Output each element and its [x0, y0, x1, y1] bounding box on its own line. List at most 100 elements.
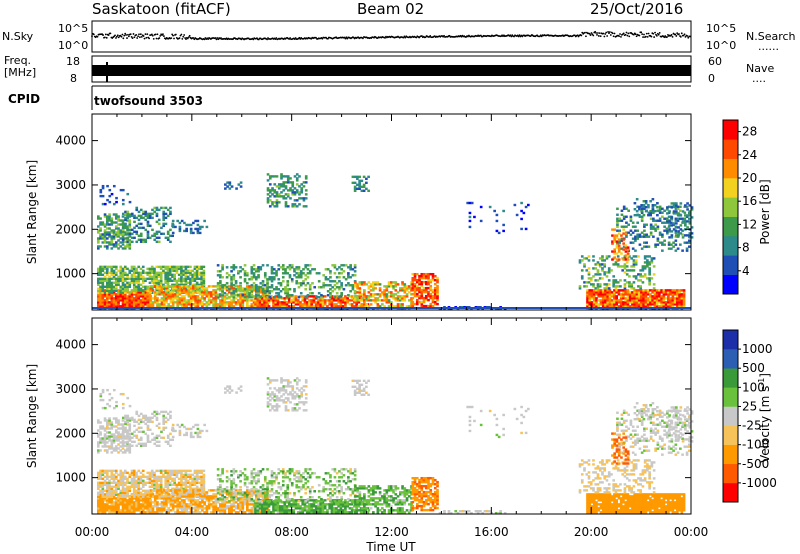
- power-cell: [363, 301, 366, 304]
- noise-dot: [609, 31, 611, 33]
- power-cell: [351, 268, 355, 271]
- power-cell: [245, 297, 249, 300]
- power-cell: [293, 187, 297, 190]
- noise-dot: [345, 36, 348, 39]
- power-cell: [230, 287, 233, 290]
- power-cell: [633, 293, 636, 296]
- power-cell: [622, 291, 625, 294]
- power-cell: [96, 277, 100, 281]
- power-cell: [164, 277, 168, 281]
- power-cell: [626, 299, 630, 302]
- power-cell: [326, 305, 329, 308]
- power-cell: [153, 269, 156, 273]
- power-cell: [114, 215, 118, 218]
- power-cell: [103, 233, 107, 236]
- power-cell: [396, 303, 400, 306]
- nave-label: Nave: [746, 62, 774, 75]
- power-cell: [171, 225, 175, 229]
- noise-dot: [192, 37, 195, 39]
- power-cell: [123, 295, 127, 298]
- power-cell: [658, 291, 661, 294]
- power-cell: [405, 295, 409, 298]
- power-cell: [295, 177, 299, 180]
- power-cell: [180, 281, 183, 285]
- power-cell: [205, 301, 209, 304]
- power-cell: [155, 208, 159, 212]
- power-cell: [232, 292, 236, 295]
- power-cell: [173, 283, 177, 287]
- power-cell: [180, 291, 184, 294]
- power-cell: [257, 270, 260, 273]
- power-cell: [429, 304, 433, 308]
- power-cell: [117, 301, 120, 304]
- power-cell: [319, 303, 323, 306]
- power-cell: [601, 303, 605, 306]
- power-cell: [221, 266, 224, 269]
- power-cell: [176, 219, 180, 223]
- power-cell: [351, 181, 355, 185]
- power-cell: [110, 223, 114, 226]
- power-cell: [186, 271, 190, 275]
- power-cell: [234, 280, 238, 283]
- power-cell: [378, 283, 382, 286]
- power-cell: [341, 305, 345, 308]
- power-cell: [114, 279, 118, 283]
- power-cell: [132, 281, 136, 285]
- power-cell: [99, 279, 102, 283]
- power-colorbar-band: [723, 139, 738, 159]
- power-cell: [295, 268, 299, 271]
- power-cell: [252, 285, 256, 288]
- power-cell: [180, 305, 184, 308]
- freq-tick-high: 18: [66, 55, 80, 68]
- power-cell: [239, 303, 242, 306]
- power-cell: [615, 299, 619, 302]
- power-cell: [256, 301, 260, 304]
- power-cell: [123, 237, 127, 240]
- power-cell: [146, 267, 150, 271]
- power-cell: [616, 255, 620, 258]
- power-cell: [431, 298, 435, 302]
- power-cell: [660, 299, 663, 302]
- power-cell: [169, 297, 173, 300]
- power-cell: [344, 297, 347, 300]
- power-cell: [312, 297, 316, 300]
- power-cell: [424, 288, 428, 292]
- power-cell: [191, 283, 194, 287]
- power-cell: [112, 235, 116, 238]
- power-cell: [128, 295, 132, 298]
- power-cell: [299, 295, 302, 298]
- power-cell: [148, 269, 152, 273]
- power-cell: [323, 295, 327, 298]
- power-cell: [239, 301, 242, 304]
- power-cell: [132, 305, 136, 308]
- power-cell: [183, 305, 186, 308]
- power-cell: [293, 205, 297, 208]
- power-cell: [146, 289, 150, 292]
- power-cell: [378, 287, 382, 290]
- power-cell: [234, 266, 238, 269]
- power-cell: [153, 293, 157, 296]
- power-cell: [620, 252, 623, 255]
- power-cell: [420, 274, 424, 278]
- power-cell: [166, 232, 170, 236]
- power-cell: [144, 293, 147, 296]
- power-cell: [184, 271, 188, 275]
- power-cell: [340, 292, 343, 295]
- power-cell: [148, 273, 152, 277]
- noise-dot: [599, 35, 602, 38]
- power-cell: [168, 267, 172, 271]
- power-cell: [339, 297, 343, 300]
- power-cell: [326, 278, 330, 281]
- power-cell: [294, 301, 298, 304]
- power-cell: [422, 286, 426, 290]
- power-cell: [299, 305, 302, 308]
- power-cell: [108, 279, 111, 283]
- power-cell: [110, 305, 114, 308]
- power-cell: [390, 285, 393, 288]
- power-cell: [277, 201, 281, 204]
- power-cell: [169, 299, 173, 302]
- power-cell: [252, 303, 256, 306]
- power-cell: [121, 285, 125, 289]
- power-cell: [619, 305, 623, 308]
- power-cell: [299, 270, 303, 273]
